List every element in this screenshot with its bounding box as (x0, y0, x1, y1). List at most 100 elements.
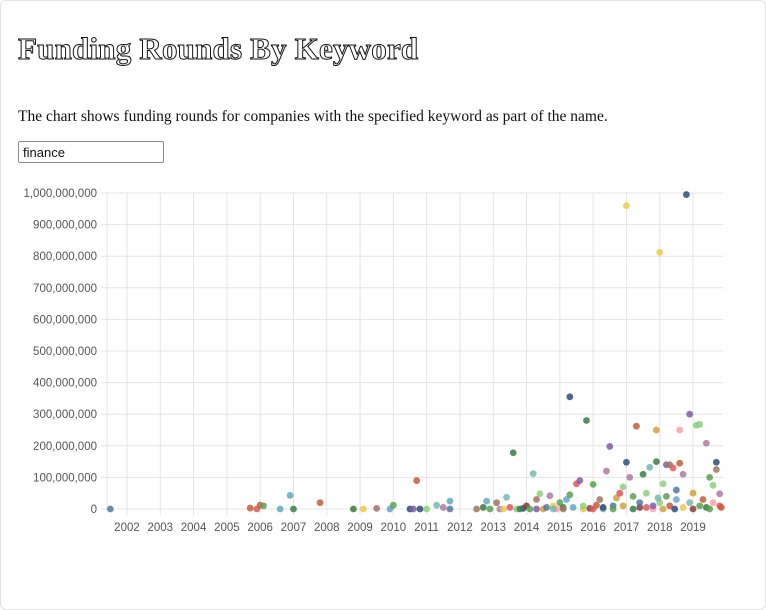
data-point[interactable] (483, 497, 490, 505)
data-point[interactable] (499, 505, 507, 513)
data-point[interactable] (654, 494, 662, 502)
data-point[interactable] (696, 420, 704, 428)
data-point[interactable] (712, 458, 720, 466)
data-point[interactable] (589, 480, 597, 488)
data-point[interactable] (359, 505, 367, 513)
data-point[interactable] (679, 470, 687, 478)
data-point[interactable] (413, 477, 421, 484)
data-point[interactable] (106, 505, 114, 513)
data-point[interactable] (473, 505, 480, 513)
data-point[interactable] (623, 202, 630, 210)
data-point[interactable] (633, 422, 640, 430)
data-point[interactable] (629, 492, 637, 500)
data-point[interactable] (603, 467, 610, 475)
data-point[interactable] (596, 496, 604, 503)
data-point[interactable] (706, 474, 714, 481)
data-point[interactable] (529, 470, 537, 478)
data-point[interactable] (423, 505, 431, 513)
data-point[interactable] (493, 499, 500, 507)
data-point[interactable] (709, 499, 717, 507)
data-point[interactable] (682, 191, 690, 198)
data-point[interactable] (486, 505, 494, 513)
data-point[interactable] (643, 504, 650, 511)
data-point[interactable] (503, 493, 510, 501)
data-point[interactable] (516, 505, 524, 513)
data-point[interactable] (712, 466, 720, 473)
data-point[interactable] (619, 502, 627, 510)
data-point[interactable] (629, 505, 637, 513)
data-point[interactable] (556, 499, 564, 507)
data-point[interactable] (433, 501, 441, 509)
data-point[interactable] (576, 477, 584, 484)
data-point[interactable] (671, 505, 679, 513)
data-point[interactable] (662, 492, 670, 500)
data-point[interactable] (599, 504, 607, 511)
data-point[interactable] (260, 502, 267, 510)
data-point[interactable] (290, 505, 297, 513)
data-point[interactable] (446, 497, 454, 505)
data-point[interactable] (672, 496, 680, 503)
data-point[interactable] (636, 504, 644, 511)
data-point[interactable] (316, 499, 324, 507)
data-point[interactable] (583, 417, 590, 424)
data-point[interactable] (559, 505, 567, 513)
data-point[interactable] (666, 502, 674, 510)
data-point[interactable] (669, 464, 677, 472)
data-point[interactable] (276, 505, 284, 513)
data-point[interactable] (716, 490, 724, 498)
data-point[interactable] (549, 505, 557, 513)
data-point[interactable] (389, 501, 397, 509)
data-point[interactable] (533, 496, 540, 503)
data-point[interactable] (686, 410, 694, 418)
data-point[interactable] (606, 443, 614, 450)
data-point[interactable] (623, 458, 630, 466)
data-point[interactable] (439, 504, 447, 511)
data-point[interactable] (373, 504, 381, 512)
data-point[interactable] (589, 505, 597, 513)
data-point[interactable] (656, 249, 664, 256)
data-point[interactable] (409, 505, 417, 513)
data-point[interactable] (569, 504, 577, 511)
data-point[interactable] (689, 505, 697, 513)
data-point[interactable] (479, 504, 487, 511)
data-point[interactable] (653, 426, 660, 434)
data-point[interactable] (526, 505, 534, 513)
data-point[interactable] (696, 502, 704, 510)
data-point[interactable] (659, 505, 667, 513)
keyword-input[interactable] (18, 141, 164, 163)
data-point[interactable] (609, 505, 617, 513)
data-point[interactable] (416, 505, 424, 513)
data-point[interactable] (546, 492, 554, 500)
data-point[interactable] (533, 505, 540, 513)
data-point[interactable] (646, 463, 654, 471)
data-point[interactable] (679, 504, 687, 511)
data-point[interactable] (709, 481, 717, 489)
data-point[interactable] (566, 393, 574, 401)
data-point[interactable] (702, 439, 710, 447)
data-point[interactable] (689, 489, 697, 497)
data-point[interactable] (717, 504, 725, 511)
data-point[interactable] (446, 505, 454, 513)
data-point[interactable] (579, 502, 587, 510)
data-point[interactable] (686, 499, 694, 507)
data-point[interactable] (506, 504, 514, 511)
data-point[interactable] (619, 483, 627, 491)
data-point[interactable] (706, 505, 714, 513)
data-point[interactable] (699, 496, 707, 503)
data-point[interactable] (672, 486, 680, 494)
data-point[interactable] (653, 458, 660, 465)
data-point[interactable] (639, 470, 647, 478)
data-point[interactable] (649, 502, 657, 510)
data-point[interactable] (509, 449, 517, 457)
data-point[interactable] (563, 496, 570, 503)
data-point[interactable] (643, 489, 650, 497)
data-point[interactable] (626, 474, 634, 481)
data-point[interactable] (676, 426, 684, 434)
data-point[interactable] (613, 494, 620, 502)
data-point[interactable] (676, 459, 684, 467)
data-point[interactable] (246, 504, 254, 512)
data-point[interactable] (350, 505, 357, 513)
data-point[interactable] (659, 480, 667, 488)
data-point[interactable] (616, 489, 624, 497)
data-point[interactable] (536, 490, 544, 498)
